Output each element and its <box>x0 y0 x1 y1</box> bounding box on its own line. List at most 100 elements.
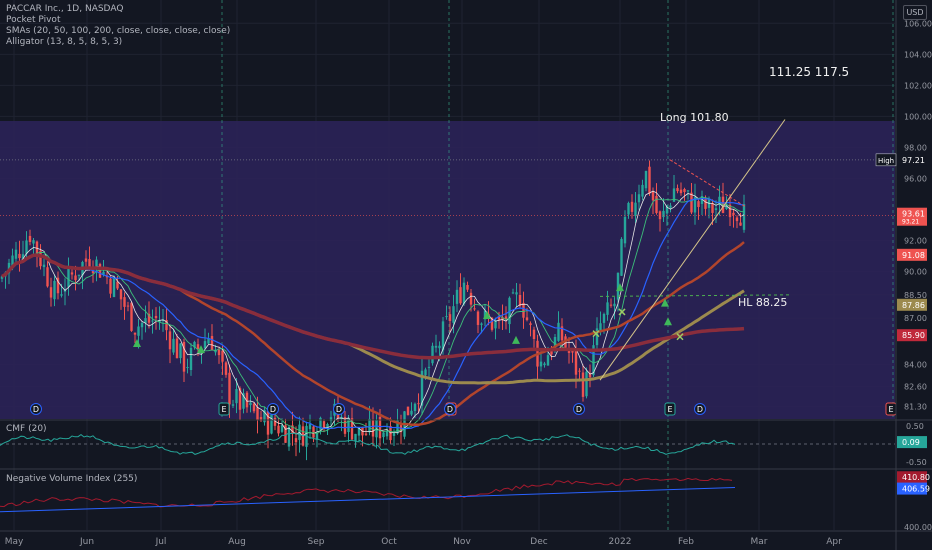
long-trend-line <box>599 119 786 381</box>
candle-body <box>595 328 599 346</box>
candle-body <box>385 430 389 437</box>
cmf-line <box>0 432 736 455</box>
alligator-lips-line <box>1 190 745 437</box>
candle-body <box>434 345 438 348</box>
candle-body <box>609 304 613 306</box>
x-axis-label: Oct <box>381 537 397 547</box>
candle-body <box>592 345 595 376</box>
candle-body <box>693 197 697 213</box>
candle-body <box>144 318 147 323</box>
high-tag <box>875 153 897 167</box>
candle-body <box>494 320 497 329</box>
candle-body <box>32 240 35 244</box>
dividend-label: D <box>270 405 276 414</box>
candle-body <box>476 311 480 325</box>
cross-marker <box>592 330 600 338</box>
candle-body <box>284 425 287 443</box>
candle-body <box>571 351 574 353</box>
dividend-label: D <box>447 405 453 414</box>
candle-body <box>74 275 77 281</box>
candle-body <box>280 425 284 432</box>
candle-body <box>599 323 602 332</box>
candle-body <box>179 343 182 359</box>
currency-button[interactable]: USD <box>903 5 927 20</box>
candle-body <box>455 289 459 304</box>
hl-annotation: HL 88.25 <box>738 296 787 309</box>
high-tag-label: High <box>878 157 894 165</box>
high-badge-value: 97.21 <box>902 156 925 165</box>
nvi-legend[interactable]: Negative Volume Index (255) <box>6 474 138 484</box>
candle-body <box>245 392 249 408</box>
dividend-badge[interactable] <box>694 403 706 415</box>
candle-body <box>529 323 532 326</box>
cross-marker <box>618 308 626 316</box>
cmf-value: 0.09 <box>902 438 920 447</box>
nvi-ma-badge <box>897 482 927 495</box>
purple-zone <box>0 121 895 419</box>
indicator-alligator[interactable]: Alligator (13, 8, 5, 8, 5, 3) <box>6 37 123 47</box>
price-level-badge <box>897 248 927 261</box>
dividend-badge[interactable] <box>333 403 345 415</box>
candle-body <box>511 292 515 294</box>
x-axis-label: Aug <box>228 537 246 547</box>
earnings-label: E <box>221 405 226 414</box>
candle-body <box>448 314 452 321</box>
x-axis-label: Nov <box>453 537 471 547</box>
nvi-ma-value: 406.59 <box>902 485 930 494</box>
dividend-badge[interactable] <box>267 403 279 415</box>
candle-body <box>606 302 609 315</box>
earnings-badge[interactable] <box>664 402 676 416</box>
candle-body <box>515 292 518 295</box>
candle-body <box>189 348 193 371</box>
candle-body <box>28 235 32 242</box>
candle-body <box>714 208 718 210</box>
cmf-legend[interactable]: CMF (20) <box>6 424 47 434</box>
candle-body <box>480 323 483 325</box>
pocket-pivot-marker <box>197 345 205 354</box>
candle-body <box>224 362 228 375</box>
pocket-pivot-marker <box>616 283 624 292</box>
price-tick-label: 81.30 <box>904 403 927 412</box>
candle-body <box>175 338 179 359</box>
dividend-badge[interactable] <box>573 403 585 415</box>
candle-body <box>392 432 396 436</box>
candle-body <box>46 267 49 287</box>
candle-body <box>259 417 263 421</box>
candle-body <box>662 210 665 218</box>
sma20-line <box>1 197 745 430</box>
candle-body <box>735 217 739 222</box>
dividend-badge[interactable] <box>30 403 42 415</box>
candle-body <box>186 367 189 369</box>
candle-body <box>630 201 634 212</box>
candle-body <box>441 321 445 351</box>
candle-body <box>249 402 252 406</box>
candle-body <box>438 345 441 349</box>
candle-body <box>613 303 616 307</box>
candle-body <box>277 425 280 434</box>
candle-body <box>319 417 322 430</box>
hl-level-line <box>599 294 791 297</box>
candle-body <box>112 277 116 298</box>
candle-body <box>742 204 746 230</box>
candle-body <box>651 191 655 201</box>
candle-body <box>672 188 676 202</box>
pocket-pivot-marker <box>664 317 672 326</box>
candle-body <box>63 290 67 292</box>
cross-marker <box>676 333 684 341</box>
candle-body <box>501 317 504 320</box>
candle-body <box>165 319 168 331</box>
indicator-smas[interactable]: SMAs (20, 50, 100, 200, close, close, cl… <box>6 26 231 36</box>
x-axis-label: May <box>5 537 24 547</box>
candle-body <box>364 433 368 435</box>
indicator-pocket-pivot[interactable]: Pocket Pivot <box>6 15 61 25</box>
symbol-legend[interactable]: PACCAR Inc., 1D, NASDAQ <box>6 4 124 14</box>
candle-body <box>504 316 508 320</box>
candle-body <box>91 270 95 274</box>
last-price-sub: 93.21 <box>902 219 919 226</box>
candle-body <box>718 196 721 205</box>
candle-body <box>235 389 238 404</box>
earnings-label: E <box>888 405 893 414</box>
dividend-badge[interactable] <box>444 403 456 415</box>
earnings-badge[interactable] <box>218 402 230 416</box>
